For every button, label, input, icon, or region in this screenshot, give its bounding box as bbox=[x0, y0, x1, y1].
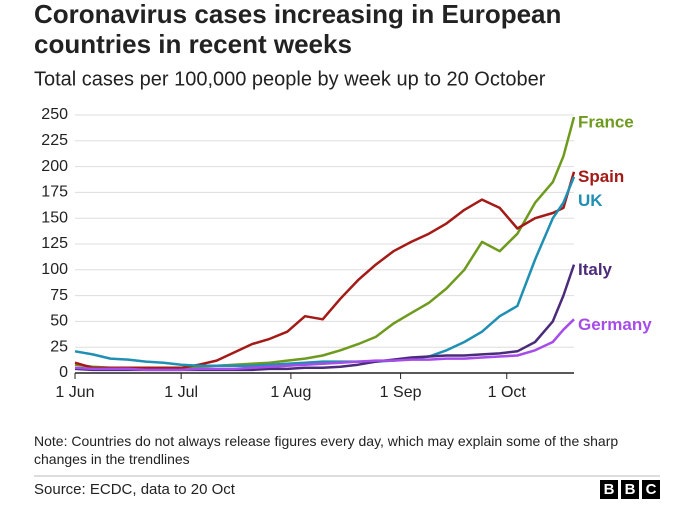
y-tick-label: 150 bbox=[41, 209, 68, 226]
logo-letter: B bbox=[604, 481, 615, 498]
x-tick-label: 1 Oct bbox=[488, 384, 527, 401]
y-tick-label: 0 bbox=[59, 364, 68, 381]
chart-subtitle: Total cases per 100,000 people by week u… bbox=[34, 68, 546, 90]
y-tick-label: 125 bbox=[41, 235, 68, 252]
y-tick-label: 175 bbox=[41, 184, 68, 201]
x-tick-label: 1 Sep bbox=[380, 384, 422, 401]
y-tick-label: 100 bbox=[41, 261, 68, 278]
y-tick-label: 75 bbox=[50, 287, 68, 304]
y-tick-label: 200 bbox=[41, 158, 68, 175]
source: Source: ECDC, data to 20 Oct bbox=[34, 481, 236, 498]
y-tick-label: 50 bbox=[50, 313, 68, 330]
chart-title: countries in recent weeks bbox=[34, 29, 352, 59]
x-tick-label: 1 Jun bbox=[55, 384, 94, 401]
x-tick-label: 1 Jul bbox=[164, 384, 198, 401]
logo-box bbox=[621, 480, 639, 499]
series-line bbox=[74, 176, 576, 368]
y-tick-label: 225 bbox=[41, 132, 68, 149]
series-line bbox=[74, 116, 576, 370]
legend-label: Germany bbox=[578, 315, 652, 334]
legend-label: France bbox=[578, 113, 634, 132]
chart-title: Coronavirus cases increasing in European bbox=[34, 0, 561, 29]
note: Note: Countries do not always release fi… bbox=[34, 433, 619, 467]
logo-box bbox=[600, 480, 618, 499]
y-tick-label: 250 bbox=[41, 106, 68, 123]
legend-label: UK bbox=[578, 191, 603, 210]
series-line bbox=[74, 171, 576, 370]
legend-label: Spain bbox=[578, 167, 624, 186]
legend-label: Italy bbox=[578, 260, 613, 279]
x-tick-label: 1 Aug bbox=[270, 384, 311, 401]
logo-box bbox=[642, 480, 660, 499]
series-line bbox=[74, 318, 575, 372]
logo-letter: C bbox=[646, 481, 657, 498]
logo-letter: B bbox=[625, 481, 636, 498]
y-tick-label: 25 bbox=[50, 338, 68, 355]
